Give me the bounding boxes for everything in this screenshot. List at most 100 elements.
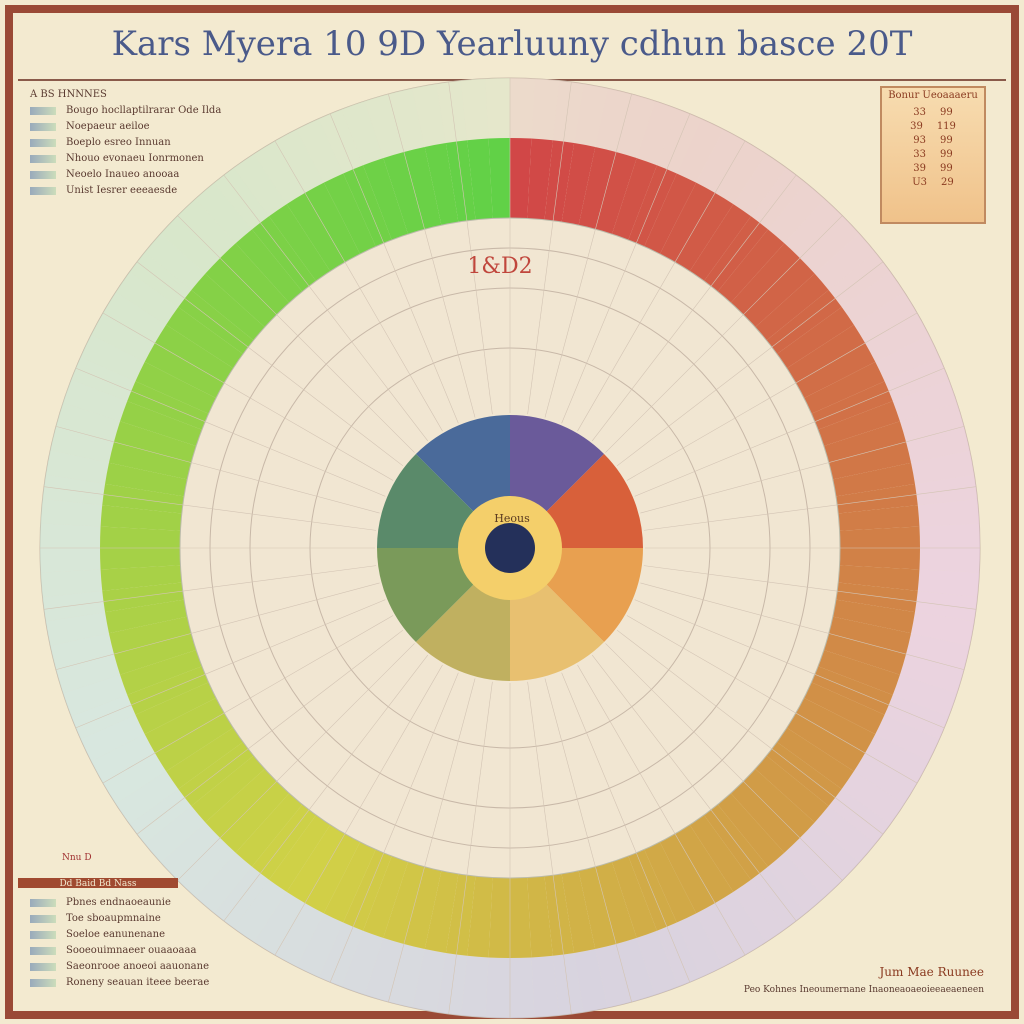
outer-band (841, 271, 905, 325)
outer-band (616, 937, 656, 1002)
table-cell: 99 (940, 135, 953, 146)
outer-band (40, 498, 103, 527)
outer-band (676, 913, 724, 978)
radial-line (616, 629, 884, 835)
outer-band (917, 569, 980, 598)
legend-bar (18, 878, 178, 888)
outer-band (40, 523, 101, 548)
outer-band (102, 292, 167, 343)
outer-band (56, 654, 121, 694)
outer-band (914, 590, 978, 622)
legend-text: Nhouo evonaeu Ionrmonen (66, 153, 204, 164)
color-band (811, 666, 893, 715)
outer-band (80, 334, 145, 382)
outer-band (296, 913, 344, 978)
color-band (269, 204, 331, 282)
outer-band (595, 88, 632, 152)
legend-swatch (30, 138, 56, 147)
color-band (205, 768, 277, 838)
outer-band (144, 233, 206, 290)
radial-line (274, 140, 443, 432)
outer-band (318, 922, 364, 987)
color-band (323, 173, 376, 254)
outer-band (574, 949, 608, 1013)
radial-line (591, 654, 797, 922)
legend-item: Nhouo evonaeu Ionrmonen (30, 153, 221, 164)
table-row: 33 99 (882, 107, 984, 118)
outer-band (875, 334, 940, 382)
wheel-top-label: 1&D2 (467, 254, 532, 279)
table-cell: 119 (936, 121, 956, 132)
radial-line (634, 367, 945, 497)
outer-band (160, 215, 221, 274)
legend-swatch (30, 898, 56, 907)
outer-band (485, 78, 510, 139)
outer-band (853, 292, 918, 343)
outer-band (460, 78, 489, 141)
color-band (286, 192, 345, 272)
color-band (578, 866, 617, 950)
color-band (100, 526, 181, 548)
color-band (828, 441, 912, 480)
legend-item: Boeplo esreo Innuan (30, 137, 221, 148)
legend-item: Saeonrooe anoeoi aauonane (30, 961, 209, 972)
outer-band (899, 402, 964, 442)
color-band (235, 229, 303, 303)
legend-swatch (30, 154, 56, 163)
color-band (755, 755, 829, 823)
color-band (403, 146, 442, 230)
color-band (838, 505, 920, 531)
radial-line (177, 215, 415, 453)
legend-bottom: Pbnes endnaoeaunie Toe sboaupmnaine Soeloe… (30, 892, 209, 993)
color-band (786, 713, 866, 772)
table-row: 33 99 (882, 149, 984, 160)
color-band (510, 877, 532, 958)
outer-band (91, 313, 155, 362)
side-label: Nnu D (62, 853, 92, 863)
outer-band (892, 674, 957, 717)
color-band (689, 204, 751, 282)
legend-text: Saeonrooe anoeoi aauonane (66, 961, 209, 972)
color-band (445, 140, 476, 223)
color-band (113, 421, 197, 463)
table-cell: 39 (910, 121, 923, 132)
color-band (510, 138, 532, 219)
legend-text: Sooeouimnaeer ouaaoaaa (66, 945, 197, 956)
color-band (776, 727, 854, 789)
color-band (100, 565, 182, 591)
color-band (832, 462, 915, 497)
outer-band (911, 612, 975, 646)
color-band (818, 401, 900, 447)
table-cell: 99 (940, 163, 953, 174)
outer-band (115, 771, 179, 825)
outer-band (799, 215, 860, 274)
radial-line (527, 681, 572, 1015)
legend-top: A BS HNNNES Bougo hocllaptilrarar Ode Il… (30, 84, 221, 201)
color-band (730, 243, 800, 315)
color-band (835, 483, 918, 514)
outer-band (195, 182, 252, 244)
color-band (100, 505, 182, 531)
outer-band (436, 80, 468, 144)
outer-band (254, 140, 305, 205)
color-band (795, 697, 876, 753)
legend-text: Boeplo esreo Innuan (66, 137, 171, 148)
color-band (595, 151, 637, 235)
outer-band (696, 129, 745, 193)
outer-band (552, 952, 584, 1016)
outer-band (884, 356, 949, 402)
outer-band (510, 957, 535, 1018)
color-band (127, 666, 209, 715)
color-band (105, 462, 188, 497)
outer-band (115, 271, 179, 325)
color-band (424, 870, 459, 953)
color-band (127, 381, 209, 430)
outer-band (552, 80, 584, 144)
outer-band (814, 806, 876, 863)
radial-line (527, 81, 572, 415)
legend-item: Noepaeur aeiloe (30, 121, 221, 132)
legend-item: Toe sboaupmnaine (30, 913, 209, 924)
outer-band (50, 633, 114, 670)
radial-line (448, 81, 493, 415)
outer-band (160, 822, 221, 881)
